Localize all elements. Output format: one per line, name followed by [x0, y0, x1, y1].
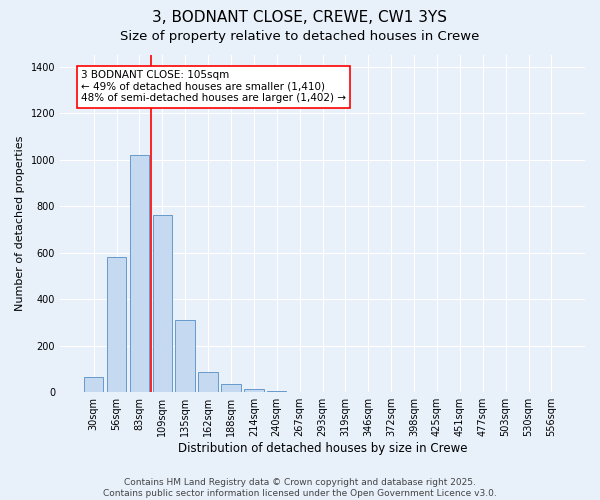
- Bar: [152, 216, 172, 392]
- Bar: [84, 377, 103, 392]
- Bar: [175, 320, 195, 392]
- Text: 3 BODNANT CLOSE: 105sqm
← 49% of detached houses are smaller (1,410)
48% of semi: 3 BODNANT CLOSE: 105sqm ← 49% of detache…: [81, 70, 346, 103]
- Bar: [130, 155, 149, 392]
- Text: Contains HM Land Registry data © Crown copyright and database right 2025.
Contai: Contains HM Land Registry data © Crown c…: [103, 478, 497, 498]
- Bar: [244, 388, 263, 392]
- Text: 3, BODNANT CLOSE, CREWE, CW1 3YS: 3, BODNANT CLOSE, CREWE, CW1 3YS: [152, 10, 448, 25]
- Y-axis label: Number of detached properties: Number of detached properties: [15, 136, 25, 312]
- Bar: [107, 258, 126, 392]
- Bar: [221, 384, 241, 392]
- Bar: [199, 372, 218, 392]
- Bar: [267, 391, 286, 392]
- Text: Size of property relative to detached houses in Crewe: Size of property relative to detached ho…: [121, 30, 479, 43]
- X-axis label: Distribution of detached houses by size in Crewe: Distribution of detached houses by size …: [178, 442, 467, 455]
